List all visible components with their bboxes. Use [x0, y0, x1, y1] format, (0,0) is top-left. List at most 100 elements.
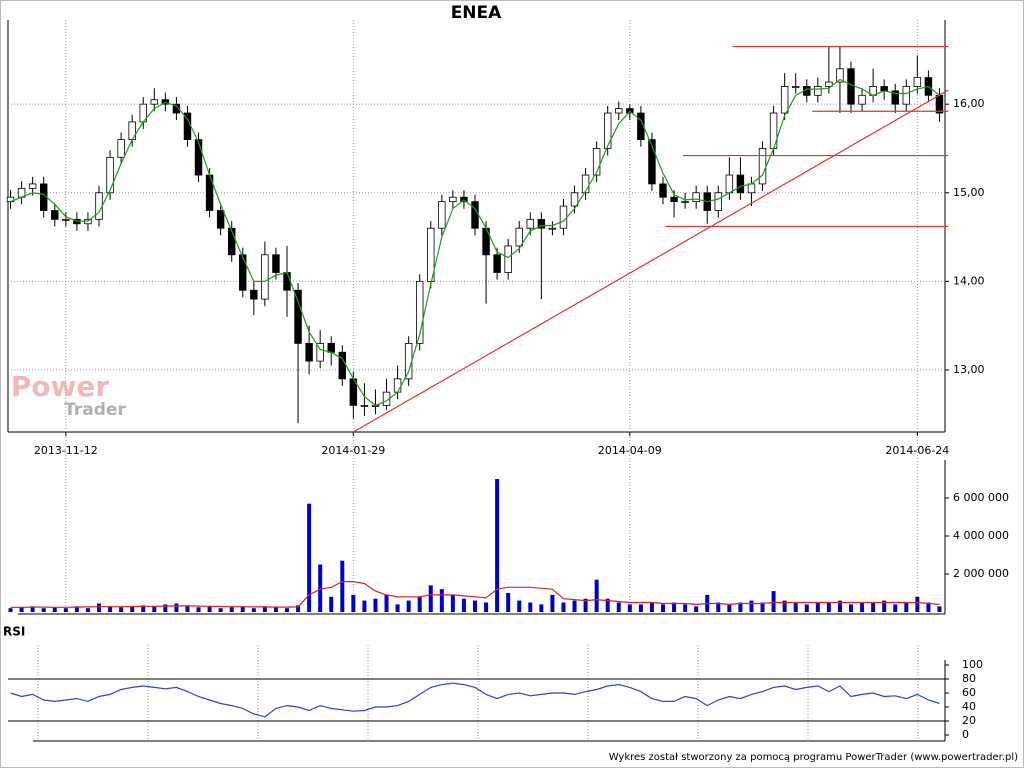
x-tick-label: 2013-11-12: [34, 444, 98, 457]
bar: [196, 607, 201, 612]
moving-average: [10, 78, 940, 407]
candle-body: [51, 210, 59, 220]
candle-body: [438, 201, 446, 229]
candle-body: [780, 86, 789, 114]
bar: [871, 602, 876, 612]
candle-body: [692, 192, 700, 203]
y-tick-label: 80: [962, 672, 976, 685]
candle-body: [902, 86, 911, 105]
candle-body: [504, 245, 512, 273]
bar: [141, 605, 146, 612]
bar: [373, 598, 378, 612]
trend-line: [353, 89, 949, 433]
candle-body: [250, 289, 258, 300]
bar: [218, 608, 223, 612]
bar: [849, 604, 853, 612]
candle-body: [736, 174, 745, 194]
y-tick-label: 16,00: [953, 97, 985, 110]
candle-body: [714, 192, 723, 211]
bar: [893, 604, 898, 612]
candle-body: [858, 94, 866, 105]
y-tick-label: 100: [962, 658, 983, 671]
bar: [52, 607, 57, 612]
bar: [251, 608, 256, 612]
candle-body: [449, 196, 457, 203]
bar: [174, 603, 179, 612]
candle-body: [526, 218, 535, 229]
candle-body: [194, 139, 203, 176]
bar: [307, 503, 312, 612]
y-tick-label: 15,00: [953, 186, 985, 199]
bar: [30, 606, 35, 612]
bar: [395, 604, 400, 612]
bar: [240, 606, 245, 612]
bar: [74, 606, 79, 612]
bar: [439, 589, 444, 612]
bar: [926, 602, 931, 612]
candle-body: [648, 139, 656, 185]
bar: [207, 606, 212, 612]
candle-body: [825, 81, 833, 87]
bar: [716, 602, 721, 612]
candle-body: [836, 68, 844, 83]
candle-body: [725, 174, 734, 194]
candle-body: [305, 342, 313, 362]
watermark: Trader: [64, 400, 126, 420]
bar: [41, 608, 46, 612]
candle-body: [791, 86, 800, 88]
bar: [760, 602, 765, 612]
candle-body: [261, 254, 269, 300]
bar: [185, 606, 190, 612]
bar: [262, 606, 267, 612]
bar: [837, 600, 842, 612]
candle-body: [427, 227, 435, 282]
bar: [273, 607, 278, 612]
bar: [904, 602, 909, 612]
bar: [517, 600, 522, 612]
candle-body: [559, 205, 568, 229]
bar: [296, 605, 301, 612]
bar: [683, 604, 688, 612]
bar: [860, 602, 865, 612]
bar: [97, 603, 101, 612]
bar: [793, 602, 798, 612]
bar: [428, 585, 433, 612]
candle-body: [316, 342, 324, 362]
bar: [506, 593, 511, 612]
rsi-line: [10, 682, 940, 718]
candle-body: [659, 183, 667, 198]
bar: [495, 479, 500, 612]
bar: [85, 608, 90, 612]
bar: [351, 594, 356, 612]
candle-body: [471, 201, 479, 229]
bar: [550, 594, 555, 612]
footer: Wykres został stworzony za pomocą progra…: [609, 752, 1018, 763]
bar: [450, 594, 455, 612]
bar: [627, 604, 632, 612]
candle-body: [95, 192, 103, 220]
candle-body: [338, 351, 347, 380]
bar: [384, 594, 389, 612]
bar: [826, 602, 831, 612]
candle-body: [615, 108, 623, 114]
bar: [638, 604, 643, 612]
bar: [484, 602, 489, 612]
candle-body: [150, 99, 159, 105]
bar: [108, 606, 113, 612]
candle-body: [117, 139, 125, 158]
bar: [8, 608, 13, 612]
candle-body: [891, 90, 899, 105]
bar: [583, 598, 588, 612]
candle-body: [393, 378, 402, 393]
bar: [815, 602, 820, 612]
candle-body: [913, 77, 922, 87]
candle-body: [935, 94, 944, 114]
bar: [616, 602, 621, 612]
candle-body: [216, 210, 225, 229]
bar: [406, 600, 411, 612]
bar: [749, 600, 754, 612]
candle-body: [360, 405, 369, 407]
bar: [594, 579, 599, 612]
